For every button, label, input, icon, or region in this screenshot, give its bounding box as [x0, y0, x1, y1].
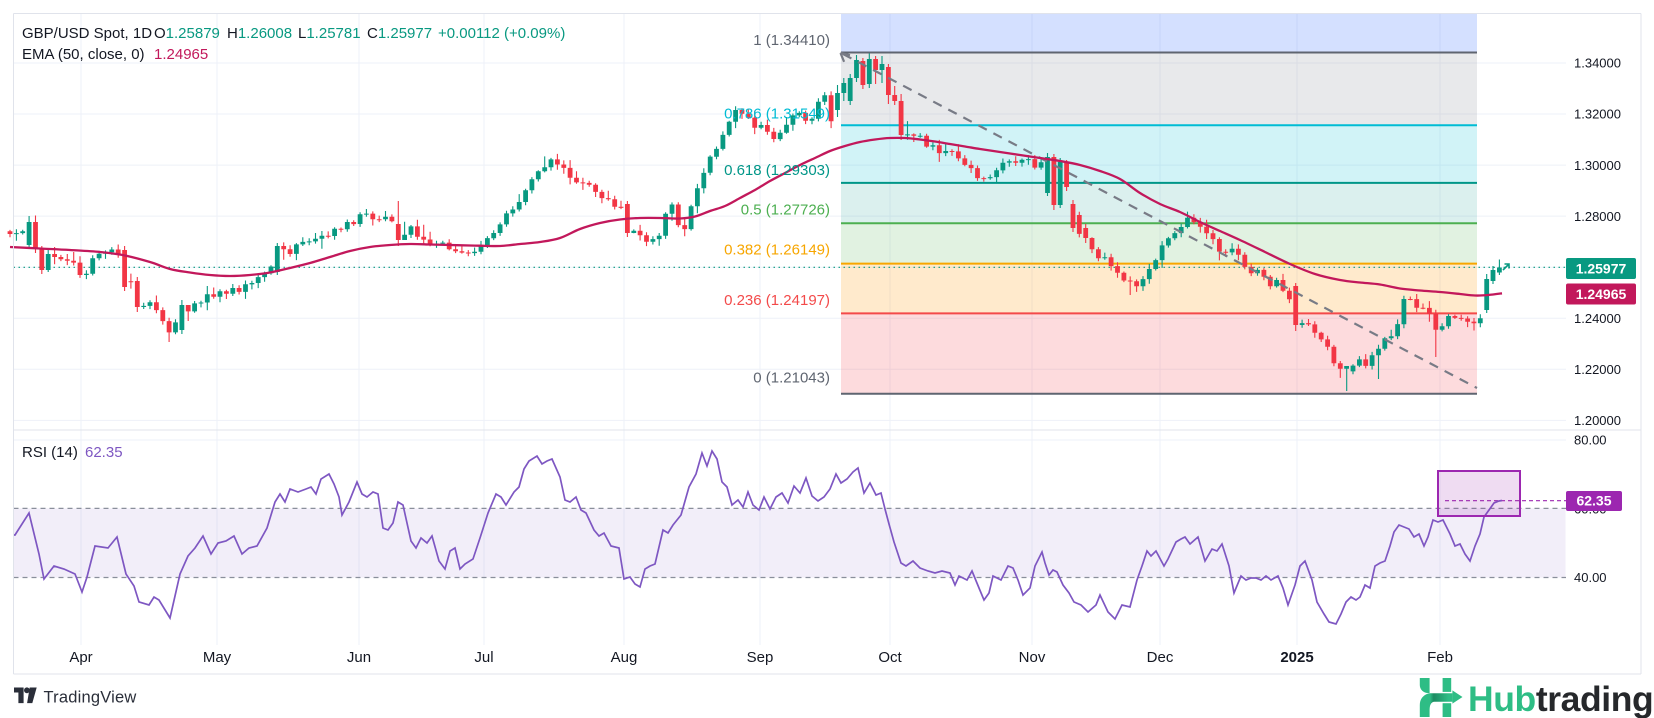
svg-text:Jun: Jun	[347, 649, 371, 666]
svg-text:1.30000: 1.30000	[1574, 158, 1621, 173]
svg-text:May: May	[203, 649, 232, 666]
svg-text:0.236 (1.24197): 0.236 (1.24197)	[724, 292, 830, 309]
svg-text:0.786 (1.31549): 0.786 (1.31549)	[724, 106, 830, 123]
svg-text:80.00: 80.00	[1574, 433, 1607, 448]
svg-text:Sep: Sep	[747, 649, 774, 666]
svg-text:Apr: Apr	[69, 649, 92, 666]
svg-text:0.618 (1.29303): 0.618 (1.29303)	[724, 162, 830, 179]
svg-text:1.32000: 1.32000	[1574, 107, 1621, 122]
svg-text:1.25977: 1.25977	[1576, 260, 1627, 276]
svg-text:0.5 (1.27726): 0.5 (1.27726)	[741, 202, 830, 219]
svg-text:Nov: Nov	[1019, 649, 1046, 666]
svg-text:RSI (14)62.35: RSI (14) 62.35	[22, 444, 123, 461]
svg-text:Feb: Feb	[1427, 649, 1453, 666]
svg-text:1.28000: 1.28000	[1574, 209, 1621, 224]
svg-text:Aug: Aug	[611, 649, 638, 666]
svg-text:1.24000: 1.24000	[1574, 311, 1621, 326]
svg-text:Jul: Jul	[474, 649, 493, 666]
svg-text:Oct: Oct	[878, 649, 902, 666]
svg-text:Hubtrading: Hubtrading	[1468, 679, 1653, 718]
svg-text:1 (1.34410): 1 (1.34410)	[753, 32, 830, 49]
svg-text:TradingView: TradingView	[44, 689, 137, 707]
svg-text:1.20000: 1.20000	[1574, 413, 1621, 428]
svg-text:40.00: 40.00	[1574, 570, 1607, 585]
svg-text:2025: 2025	[1280, 649, 1313, 666]
svg-text:0 (1.21043): 0 (1.21043)	[753, 370, 830, 387]
svg-text:EMA (50, close, 0)1.24965: EMA (50, close, 0) 1.24965	[22, 46, 208, 63]
svg-text:1.24965: 1.24965	[1576, 286, 1627, 302]
svg-text:1.22000: 1.22000	[1574, 362, 1621, 377]
svg-text:1.34000: 1.34000	[1574, 56, 1621, 71]
svg-text:62.35: 62.35	[1576, 493, 1611, 509]
svg-text:0.382 (1.26149): 0.382 (1.26149)	[724, 242, 830, 259]
svg-text:Dec: Dec	[1147, 649, 1174, 666]
